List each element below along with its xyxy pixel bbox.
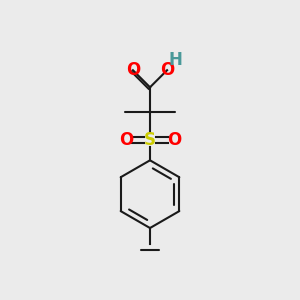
Text: O: O xyxy=(119,131,133,149)
Text: O: O xyxy=(167,131,181,149)
Text: O: O xyxy=(160,61,174,79)
Text: S: S xyxy=(144,131,156,149)
Text: H: H xyxy=(169,51,182,69)
Text: O: O xyxy=(126,61,140,79)
